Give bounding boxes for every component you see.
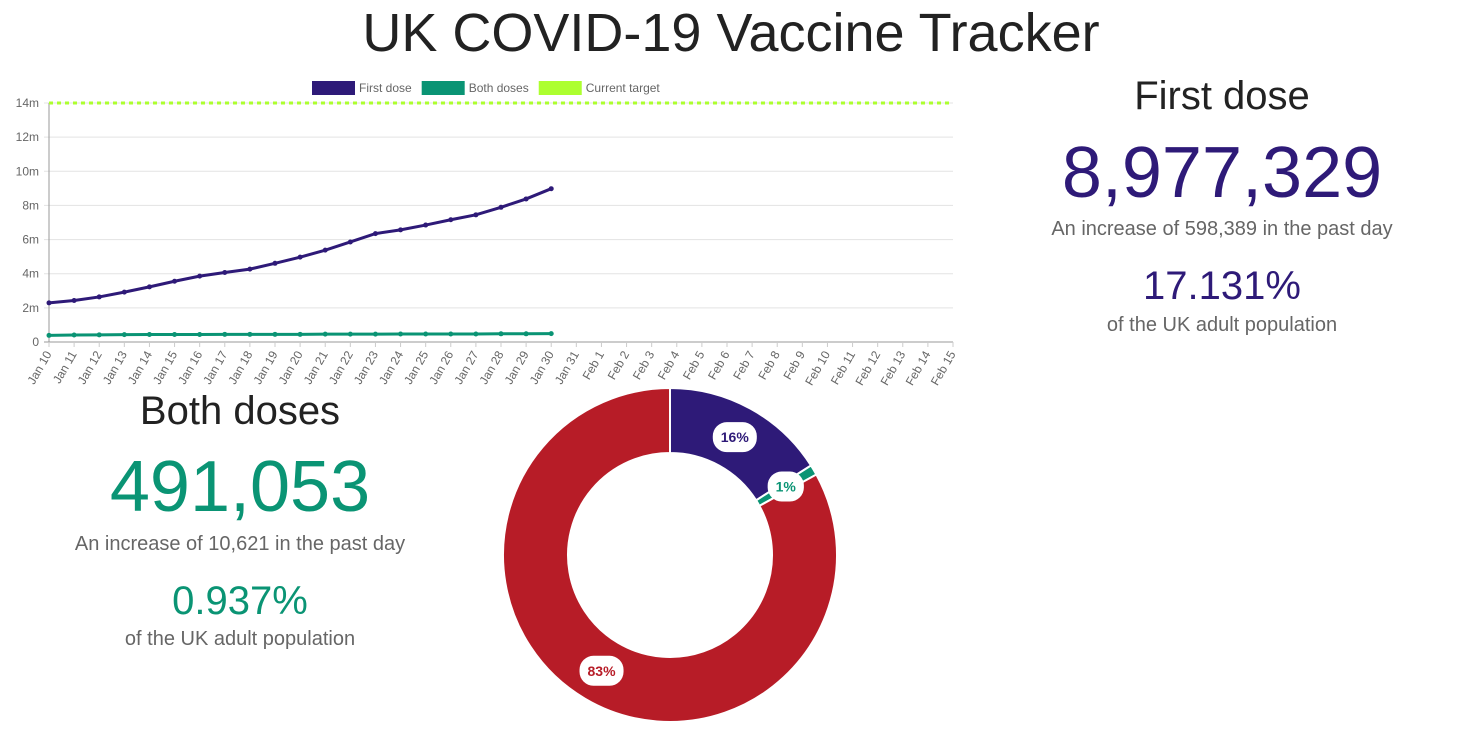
point xyxy=(448,331,454,337)
point xyxy=(121,289,127,295)
point xyxy=(247,266,253,272)
y-tick-label: 10m xyxy=(16,164,39,178)
doughnut-segment xyxy=(502,386,838,723)
stat-increase: An increase of 10,621 in the past day xyxy=(74,533,406,555)
point xyxy=(448,217,454,223)
point xyxy=(172,331,178,337)
point xyxy=(473,212,479,218)
stat-percent: 17.131% xyxy=(1143,264,1301,308)
point xyxy=(347,331,353,337)
legend-swatch xyxy=(312,81,355,95)
point xyxy=(197,331,203,337)
point xyxy=(272,260,278,266)
legend-label: First dose xyxy=(359,81,412,95)
point xyxy=(247,331,253,337)
stat-population: of the UK adult population xyxy=(1106,314,1338,336)
point xyxy=(423,222,429,228)
y-tick-label: 6m xyxy=(22,233,39,247)
x-tick-label: Feb 8 xyxy=(755,348,783,382)
stat-increase: An increase of 598,389 in the past day xyxy=(1051,218,1393,240)
data-label-group: 16% xyxy=(712,422,757,453)
x-tick-label: Feb 5 xyxy=(680,348,708,382)
point xyxy=(272,331,278,337)
point xyxy=(96,294,102,300)
legend-swatch xyxy=(538,81,582,95)
point xyxy=(146,284,152,290)
x-tick-label: Feb 6 xyxy=(705,348,733,382)
y-tick-label: 8m xyxy=(22,198,39,212)
legend-label: Both doses xyxy=(469,81,529,95)
point xyxy=(197,273,203,279)
point xyxy=(172,278,178,284)
data-label: 16% xyxy=(721,429,750,445)
x-tick-label: Feb 4 xyxy=(655,348,683,382)
point xyxy=(372,231,378,237)
x-tick-label: Feb 10 xyxy=(802,348,833,388)
legend-label: Current target xyxy=(586,81,661,95)
point xyxy=(121,332,127,338)
data-label-box xyxy=(712,422,757,453)
x-tick-label: Feb 3 xyxy=(630,348,658,382)
stat-percent: 0.937% xyxy=(172,579,308,623)
point xyxy=(222,331,228,337)
point xyxy=(71,298,77,304)
point xyxy=(523,196,529,202)
point xyxy=(71,332,77,338)
x-tick-label: Feb 7 xyxy=(730,348,758,382)
point xyxy=(548,331,554,337)
stat-population: of the UK adult population xyxy=(124,628,356,650)
stat-heading: Both doses xyxy=(139,389,341,433)
stat-total: 8,977,329 xyxy=(1061,133,1383,213)
data-label-group: 1% xyxy=(767,471,804,502)
page-title: UK COVID-19 Vaccine Tracker xyxy=(362,3,1100,63)
data-label-box xyxy=(767,471,804,502)
data-label: 83% xyxy=(588,663,617,679)
stat-heading: First dose xyxy=(1134,74,1310,118)
point xyxy=(498,331,504,337)
point xyxy=(96,332,102,338)
point xyxy=(222,270,228,276)
point xyxy=(473,331,479,337)
point xyxy=(46,300,52,306)
point xyxy=(347,239,353,245)
y-tick-label: 4m xyxy=(22,267,39,281)
point xyxy=(322,247,328,253)
point xyxy=(322,331,328,337)
point xyxy=(498,204,504,210)
y-tick-label: 2m xyxy=(22,301,39,315)
x-tick-label: Feb 1 xyxy=(580,348,608,382)
point xyxy=(372,331,378,337)
data-label: 1% xyxy=(776,479,797,495)
point xyxy=(523,331,529,337)
x-tick-label: Jan 31 xyxy=(552,348,582,386)
stat-total: 491,053 xyxy=(109,447,371,527)
point xyxy=(548,186,554,192)
legend-swatch xyxy=(421,81,465,95)
point xyxy=(297,254,303,260)
point xyxy=(146,331,152,337)
data-label-group: 83% xyxy=(579,655,624,686)
x-tick-label: Feb 15 xyxy=(928,348,959,388)
y-tick-label: 12m xyxy=(16,130,39,144)
point xyxy=(398,331,404,337)
point xyxy=(423,331,429,337)
data-label-box xyxy=(579,655,624,686)
y-tick-label: 14m xyxy=(16,96,39,110)
point xyxy=(297,331,303,337)
point xyxy=(46,332,52,338)
y-tick-label: 0 xyxy=(32,335,39,349)
x-tick-label: Jan 10 xyxy=(24,348,54,386)
x-tick-label: Feb 2 xyxy=(605,348,633,382)
point xyxy=(398,227,404,233)
